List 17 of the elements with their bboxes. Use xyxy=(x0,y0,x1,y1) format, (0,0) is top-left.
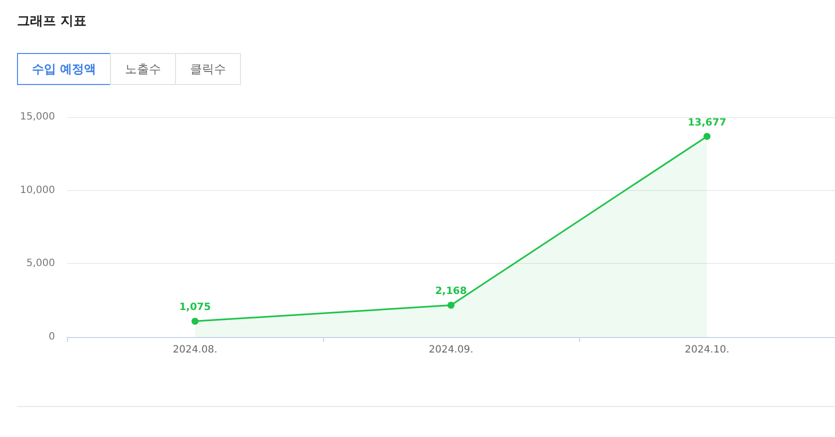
text: 클릭수 xyxy=(175,53,242,85)
chart-title: 그래프 지표 xyxy=(17,13,87,30)
x-tick-label: 2024.09. xyxy=(428,344,474,356)
point xyxy=(448,302,454,309)
data-label: 1,075 xyxy=(179,302,211,314)
data-label: 13,677 xyxy=(688,117,726,128)
x-tick-label: 2024.10. xyxy=(684,344,730,356)
x-tick-label: 2024.08. xyxy=(172,344,218,356)
y-tick-label: 10,000 xyxy=(20,184,55,196)
data-label: 2,168 xyxy=(435,286,467,298)
text: 노출수 xyxy=(110,53,176,85)
point xyxy=(704,132,710,140)
point xyxy=(192,318,198,325)
y-tick-label: 15,000 xyxy=(20,112,55,122)
y-tick-label: 0 xyxy=(48,332,55,342)
text: 수입 예정액 xyxy=(17,53,112,85)
y-tick-label: 5,000 xyxy=(26,258,55,270)
